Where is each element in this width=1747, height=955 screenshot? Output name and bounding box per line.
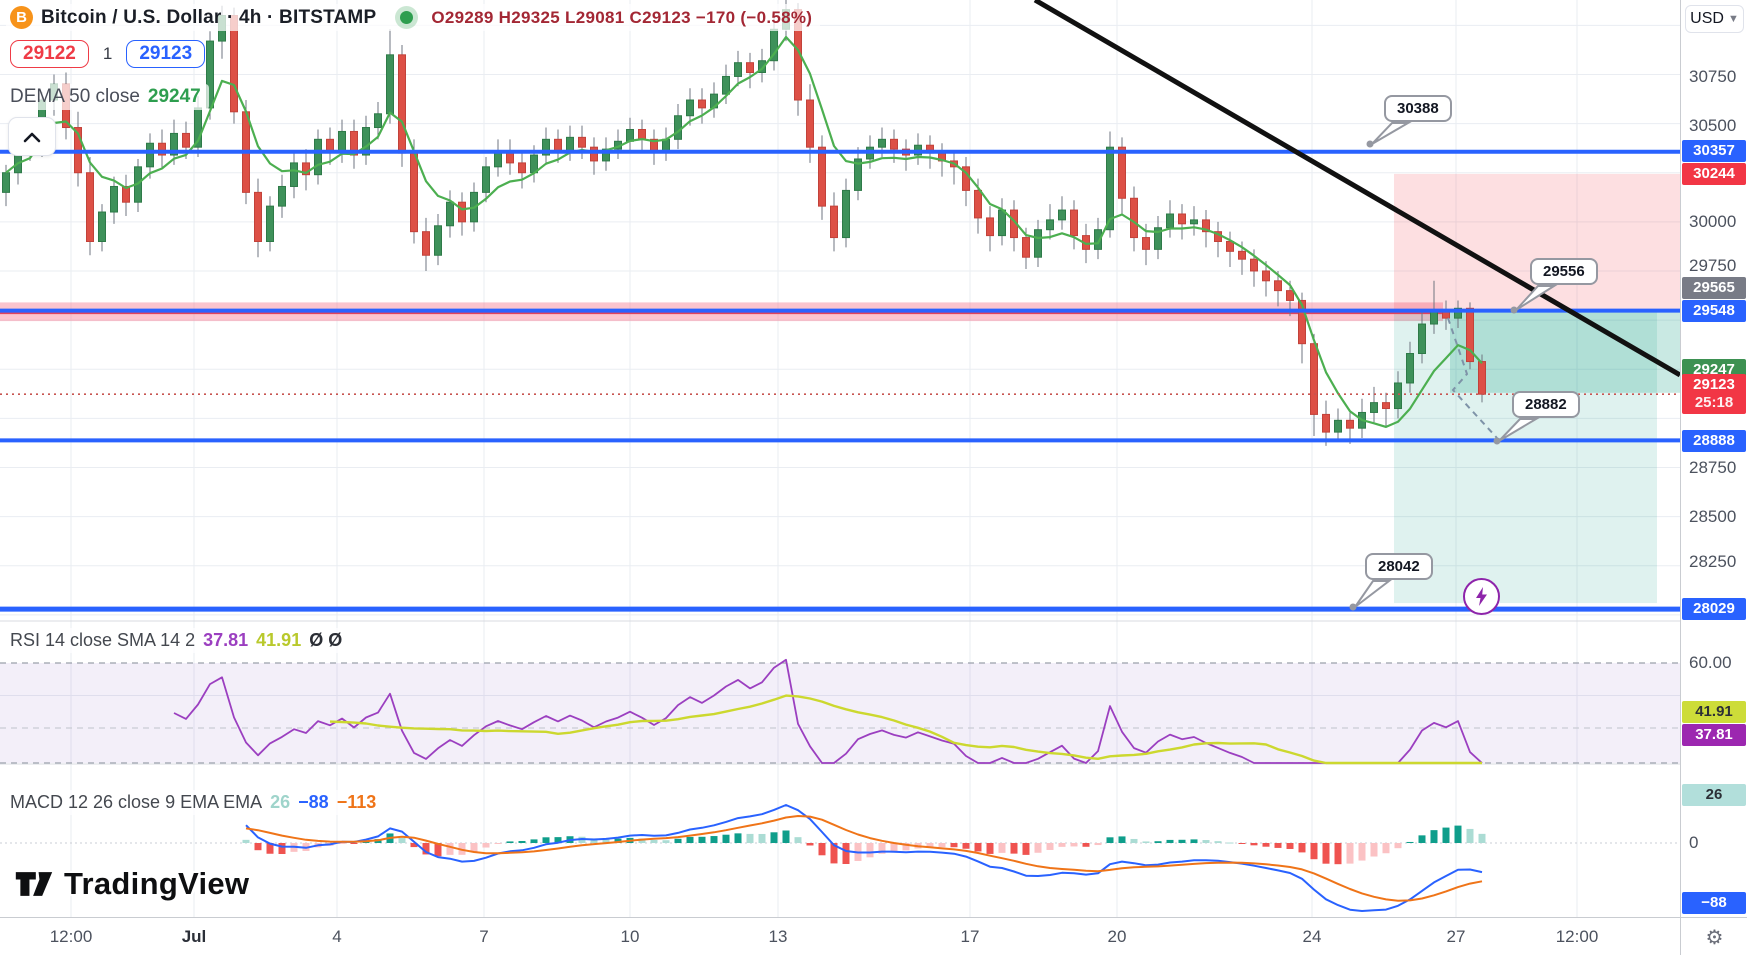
- price-badge-29565: 29565: [1682, 277, 1746, 299]
- price-chart-svg[interactable]: [0, 0, 1680, 917]
- ask-price-box[interactable]: 29123: [126, 40, 206, 68]
- bid-ask-row: 29122 1 29123: [10, 40, 206, 68]
- rsi-label: RSI 14 close SMA 14 2: [10, 630, 196, 650]
- spread-value: 1: [102, 44, 113, 63]
- price-axis-label: 29750: [1689, 256, 1737, 275]
- time-axis-label: 17: [960, 927, 980, 946]
- time-axis-label: Jul: [181, 927, 207, 946]
- macd-label: MACD 12 26 close 9 EMA EMA: [10, 792, 263, 812]
- price-axis-label: 60.00: [1689, 653, 1732, 672]
- tradingview-watermark: TradingView: [14, 866, 249, 902]
- rsi-value: 37.81: [203, 630, 249, 650]
- alert-lightning-button[interactable]: [1463, 578, 1500, 615]
- time-axis-label: 12:00: [1555, 927, 1599, 946]
- axis-settings-corner[interactable]: ⚙: [1680, 918, 1747, 955]
- time-axis-label: 4: [332, 927, 342, 946]
- price-badge-30357: 30357: [1682, 140, 1746, 162]
- price-axis-label: 0: [1689, 833, 1699, 852]
- price-axis-label: 30750: [1689, 67, 1737, 86]
- macd-hist-value: 26: [270, 792, 291, 812]
- time-axis-label: 10: [620, 927, 640, 946]
- time-axis-label: 24: [1302, 927, 1322, 946]
- live-status-icon: [400, 11, 414, 24]
- price-badge-37.81: 37.81: [1682, 724, 1746, 746]
- time-axis-label: 27: [1446, 927, 1466, 946]
- symbol-legend[interactable]: B Bitcoin / U.S. Dollar · 4h · BITSTAMP …: [6, 4, 821, 31]
- dema-value: 29247: [147, 86, 201, 107]
- price-axis-label: 30000: [1689, 212, 1737, 231]
- tradingview-logo-icon: [14, 870, 54, 898]
- price-axis-label: 30500: [1689, 116, 1737, 135]
- symbol-title[interactable]: Bitcoin / U.S. Dollar · 4h · BITSTAMP: [41, 6, 377, 28]
- chevron-up-icon: [23, 132, 41, 142]
- gear-icon: ⚙: [1705, 926, 1724, 949]
- price-axis-label: 28250: [1689, 552, 1737, 571]
- price-badge-−88: −88: [1682, 892, 1746, 914]
- currency-selector[interactable]: USD ▼: [1685, 5, 1744, 33]
- chart-area[interactable]: B Bitcoin / U.S. Dollar · 4h · BITSTAMP …: [0, 0, 1680, 917]
- price-axis[interactable]: USD ▼ 30750 30500 30000 29750 28750 28500 2825…: [1680, 0, 1747, 917]
- time-axis-label: 12:00: [49, 927, 93, 946]
- price-badge-29548: 29548: [1682, 300, 1746, 322]
- price-badge-26: 26: [1682, 784, 1746, 806]
- lightning-icon: [1476, 587, 1487, 606]
- tradingview-watermark-text: TradingView: [64, 866, 250, 901]
- price-callout[interactable]: 29556: [1530, 258, 1598, 285]
- price-badge-41.91: 41.91: [1682, 701, 1746, 723]
- expand-pane-button[interactable]: [8, 117, 56, 156]
- price-badge-28029: 28029: [1682, 598, 1746, 620]
- dema-label: DEMA 50 close: [10, 86, 140, 107]
- rsi-sma-value: 41.91: [256, 630, 302, 650]
- currency-label: USD: [1690, 10, 1724, 27]
- price-callout[interactable]: 28882: [1512, 391, 1580, 418]
- caret-down-icon: ▼: [1727, 13, 1739, 25]
- time-axis-label: 13: [768, 927, 788, 946]
- bid-price-box[interactable]: 29122: [10, 40, 89, 68]
- price-axis-label: 28750: [1689, 458, 1737, 477]
- price-badge-30244: 30244: [1682, 163, 1746, 185]
- macd-line-value: −88: [298, 792, 329, 812]
- time-axis[interactable]: ⚙ 12:00 Jul 4 7 10 13 17 20 24 27 12:00: [0, 917, 1747, 955]
- rsi-hidden-markers: Ø Ø: [309, 630, 343, 650]
- time-axis-label: 7: [479, 927, 489, 946]
- price-badge-28888: 28888: [1682, 430, 1746, 452]
- rsi-legend[interactable]: RSI 14 close SMA 14 2 37.81 41.91 Ø Ø: [6, 628, 351, 653]
- price-badge-29123: 29123 25:18: [1682, 374, 1746, 414]
- time-axis-label: 20: [1107, 927, 1127, 946]
- macd-legend[interactable]: MACD 12 26 close 9 EMA EMA 26 −88 −113: [6, 790, 385, 815]
- bitcoin-icon: B: [10, 6, 33, 29]
- price-callout[interactable]: 28042: [1365, 553, 1433, 580]
- price-callout[interactable]: 30388: [1384, 95, 1452, 122]
- ohlc-values: O29289 H29325 L29081 C29123 −170 (−0.58%…: [431, 7, 813, 27]
- dema-legend[interactable]: DEMA 50 close 29247: [6, 84, 209, 110]
- macd-signal-value: −113: [336, 792, 377, 812]
- price-axis-label: 28500: [1689, 507, 1737, 526]
